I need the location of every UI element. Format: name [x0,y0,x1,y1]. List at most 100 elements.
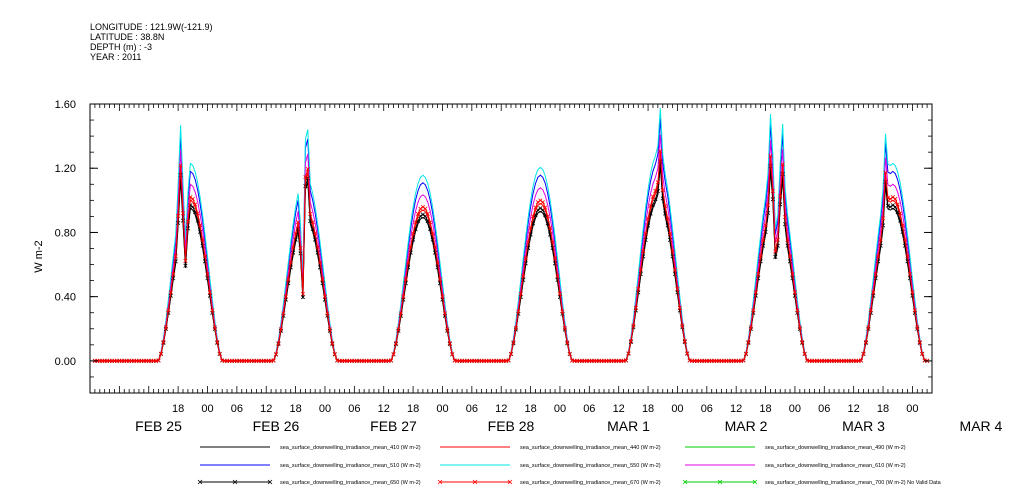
series-line-6 [94,161,928,362]
series-line-3 [94,118,928,362]
series-marker-7 [917,339,922,345]
date-label: FEB 28 [488,418,535,434]
series-marker-7 [545,214,550,219]
series-marker-7 [871,290,876,295]
y-tick-label: 0.40 [55,292,76,304]
x-tick-label: 12 [260,403,272,415]
legend-marker [507,479,513,485]
series-marker-7 [560,309,565,314]
series-marker-7 [753,290,758,295]
series-marker-7 [158,351,164,356]
series-marker-7 [513,325,518,331]
series-marker-7 [523,256,528,261]
date-label: MAR 4 [960,418,1003,434]
series-marker-7 [195,211,200,216]
series-marker-7 [396,327,401,332]
series-marker-7 [792,290,798,295]
series-marker-7 [433,244,438,250]
series-marker-7 [310,220,315,225]
series-marker-7 [185,219,190,224]
series-marker-7 [540,200,545,205]
series-marker-7 [411,231,416,236]
series-marker-6 [895,210,900,215]
series-marker-7 [205,271,210,277]
series-marker-7 [308,211,313,216]
series-marker-7 [313,231,318,236]
series-marker-7 [428,220,433,225]
legend-entry: sea_surface_downwelling_irradiance_mean_… [520,445,661,451]
series-marker-7 [672,267,678,272]
series-marker-7 [161,339,166,345]
legend-entry: sea_surface_downwelling_irradiance_mean_… [765,463,906,469]
series-marker-7 [758,254,763,259]
series-marker-7 [900,223,905,228]
legend-entry: sea_surface_downwelling_irradiance_mean_… [765,445,906,451]
series-marker-7 [171,271,176,277]
series-marker-7 [565,340,570,345]
series-marker-7 [298,245,303,251]
series-marker-7 [283,294,288,299]
series-marker-7 [863,339,868,345]
series-marker-7 [756,271,761,277]
y-tick-label: 1.20 [55,163,76,175]
legend-marker [472,479,478,485]
x-tick-label: 18 [407,403,419,415]
series-marker-7 [655,180,660,185]
series-marker-6 [543,213,548,218]
series-marker-7 [682,339,687,344]
series-marker-7 [562,325,567,331]
legend-marker [752,479,758,485]
series-marker-7 [420,204,425,210]
series-line-0 [94,165,928,362]
series-marker-7 [173,254,178,259]
x-tick-label: 18 [759,403,771,415]
series-marker-7 [741,358,746,363]
series-marker-7 [770,188,775,194]
series-marker-7 [883,170,888,175]
y-tick-label: 0.00 [55,356,76,368]
series-marker-7 [425,211,430,216]
x-tick-label: 06 [818,403,830,415]
series-marker-7 [286,277,291,282]
series-line-5 [94,134,928,362]
series-marker-7 [322,294,328,299]
series-line-4 [94,108,928,362]
series-marker-7 [516,309,521,314]
series-marker-7 [180,211,186,216]
x-tick-label: 00 [201,403,213,415]
series-marker-7 [398,311,403,316]
series-marker-7 [653,188,658,193]
series-marker-7 [890,195,895,200]
series-marker-7 [176,213,181,218]
legend-marker [197,479,203,485]
series-marker-7 [300,291,306,297]
series-marker-7 [868,308,873,313]
series-marker-7 [423,206,428,211]
metadata-header: LONGITUDE : 121.9W(-121.9) LATITUDE : 38… [90,22,213,62]
series-marker-7 [207,290,213,295]
series-marker-7 [437,277,443,282]
series-marker-7 [281,311,286,316]
series-marker-7 [636,286,641,292]
series-group [92,108,930,363]
series-marker-7 [530,214,536,219]
date-label: FEB 25 [135,418,182,434]
series-marker-7 [408,244,413,250]
series-marker-6 [885,203,891,208]
series-line-7 [94,151,928,362]
series-marker-7 [748,325,753,330]
legend: sea_surface_downwelling_irradiance_mean_… [197,445,942,486]
series-marker-7 [783,215,788,220]
series-marker-7 [915,325,920,330]
series-marker-7 [623,358,629,363]
series-marker-7 [215,339,220,345]
series-marker-6 [193,210,198,215]
legend-entry: sea_surface_downwelling_irradiance_mean_… [520,463,661,469]
series-marker-7 [557,291,563,296]
series-marker-7 [907,271,913,277]
date-label: FEB 27 [370,418,417,434]
x-tick-label: 06 [348,403,360,415]
legend-marker [437,479,443,485]
legend-entry: sea_surface_downwelling_irradiance_mean_… [520,480,661,486]
series-marker-7 [325,311,330,316]
